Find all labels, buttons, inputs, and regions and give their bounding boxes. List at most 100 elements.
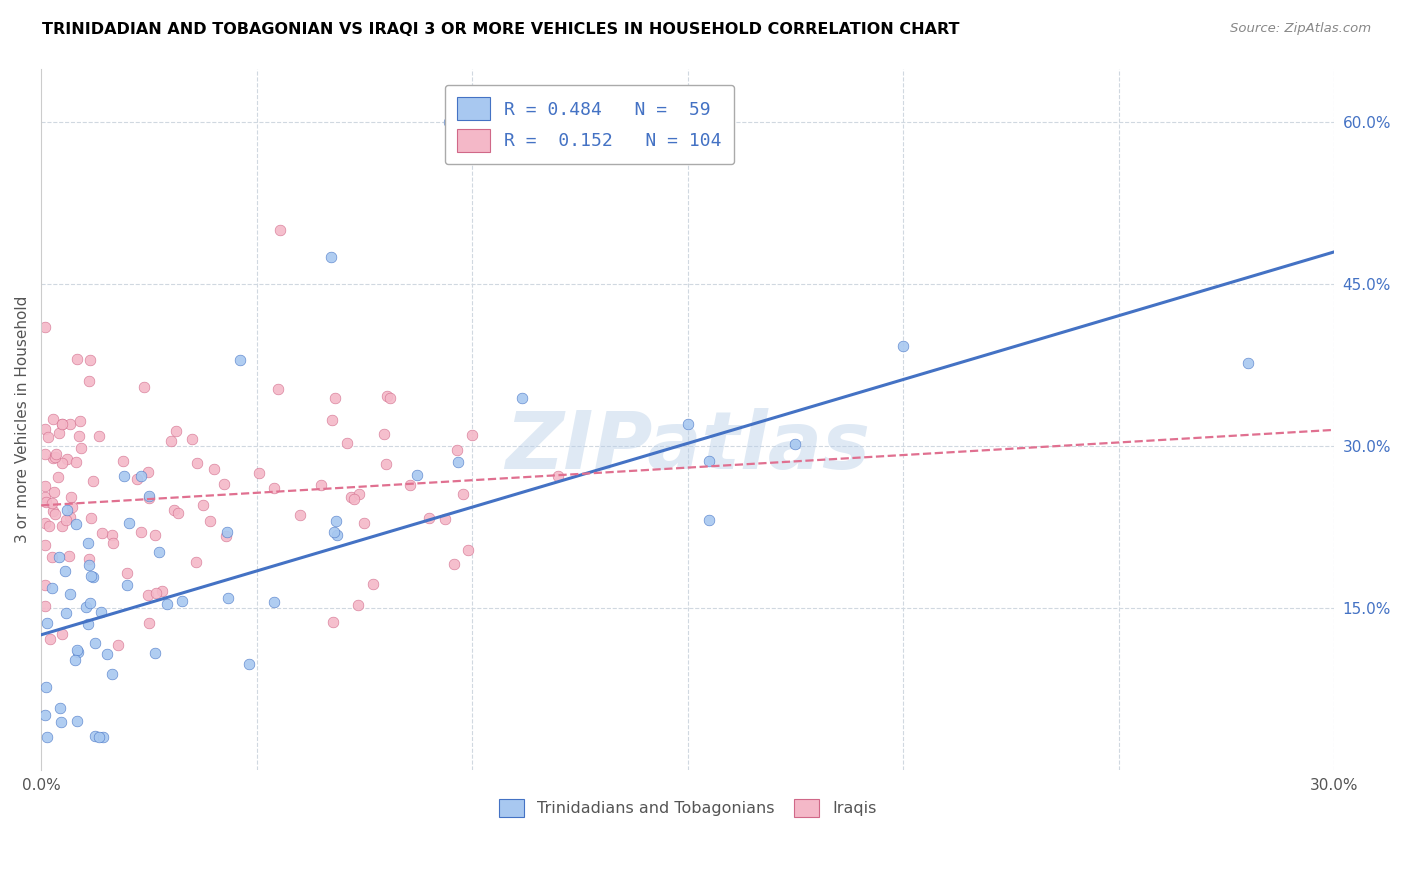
Point bbox=[322, 615, 344, 629]
Point bbox=[59, 417, 82, 431]
Point bbox=[66, 714, 89, 729]
Point bbox=[51, 627, 73, 641]
Point bbox=[34, 538, 56, 552]
Point bbox=[37, 430, 59, 444]
Point bbox=[167, 507, 190, 521]
Point bbox=[156, 598, 179, 612]
Point bbox=[547, 469, 569, 483]
Point bbox=[35, 616, 58, 631]
Point bbox=[323, 525, 346, 540]
Point bbox=[148, 545, 170, 559]
Point bbox=[290, 508, 312, 522]
Point bbox=[82, 475, 104, 489]
Point bbox=[172, 594, 194, 608]
Point bbox=[34, 320, 56, 334]
Point bbox=[238, 657, 260, 672]
Point bbox=[42, 451, 65, 466]
Point bbox=[41, 550, 63, 565]
Point bbox=[91, 731, 114, 745]
Point bbox=[451, 487, 474, 501]
Point bbox=[193, 498, 215, 512]
Point bbox=[35, 495, 58, 509]
Point bbox=[59, 587, 82, 601]
Point bbox=[79, 511, 101, 525]
Point bbox=[325, 514, 347, 528]
Point bbox=[79, 595, 101, 609]
Point bbox=[510, 391, 533, 405]
Point bbox=[77, 374, 100, 388]
Point bbox=[65, 455, 87, 469]
Point bbox=[267, 382, 290, 396]
Point bbox=[457, 543, 479, 558]
Point bbox=[101, 528, 124, 542]
Point bbox=[697, 513, 720, 527]
Point bbox=[66, 351, 89, 366]
Point bbox=[439, 115, 461, 129]
Point bbox=[269, 223, 291, 237]
Point bbox=[59, 510, 82, 524]
Point bbox=[118, 516, 141, 530]
Point bbox=[87, 429, 110, 443]
Point bbox=[101, 667, 124, 681]
Point bbox=[77, 558, 100, 572]
Point bbox=[58, 549, 80, 563]
Point bbox=[34, 447, 56, 461]
Point bbox=[697, 454, 720, 468]
Point bbox=[90, 525, 112, 540]
Point bbox=[112, 454, 135, 468]
Point bbox=[891, 339, 914, 353]
Point bbox=[65, 516, 87, 531]
Point bbox=[34, 490, 56, 504]
Point bbox=[163, 502, 186, 516]
Point bbox=[56, 503, 79, 517]
Point bbox=[84, 636, 107, 650]
Point bbox=[77, 536, 100, 550]
Point bbox=[263, 595, 285, 609]
Point bbox=[82, 570, 104, 584]
Point bbox=[785, 437, 807, 451]
Point bbox=[103, 535, 125, 549]
Point bbox=[87, 731, 110, 745]
Point bbox=[51, 417, 73, 432]
Point bbox=[79, 352, 101, 367]
Point bbox=[186, 555, 208, 569]
Point bbox=[443, 557, 465, 571]
Point bbox=[44, 507, 66, 521]
Point bbox=[446, 443, 468, 458]
Point bbox=[117, 566, 139, 581]
Point bbox=[55, 513, 77, 527]
Point bbox=[202, 462, 225, 476]
Point bbox=[165, 424, 187, 438]
Point bbox=[311, 477, 333, 491]
Point bbox=[51, 417, 73, 431]
Point bbox=[53, 564, 76, 578]
Y-axis label: 3 or more Vehicles in Household: 3 or more Vehicles in Household bbox=[15, 295, 30, 542]
Point bbox=[59, 490, 82, 504]
Point bbox=[340, 490, 363, 504]
Point bbox=[112, 468, 135, 483]
Point bbox=[418, 511, 440, 525]
Point bbox=[217, 525, 239, 540]
Point bbox=[145, 586, 167, 600]
Point bbox=[247, 466, 270, 480]
Point bbox=[398, 478, 420, 492]
Point bbox=[41, 496, 63, 510]
Point bbox=[212, 477, 235, 491]
Point bbox=[34, 422, 56, 436]
Point bbox=[375, 389, 398, 403]
Point bbox=[434, 511, 457, 525]
Point bbox=[46, 469, 69, 483]
Point bbox=[150, 584, 173, 599]
Point bbox=[37, 731, 59, 745]
Point bbox=[405, 467, 427, 482]
Point bbox=[373, 426, 395, 441]
Point bbox=[374, 457, 396, 471]
Point bbox=[55, 606, 77, 620]
Point bbox=[67, 429, 90, 443]
Point bbox=[353, 516, 375, 530]
Point bbox=[125, 472, 148, 486]
Point bbox=[160, 434, 183, 448]
Legend: Trinidadians and Tobagonians, Iraqis: Trinidadians and Tobagonians, Iraqis bbox=[491, 791, 884, 825]
Point bbox=[461, 428, 484, 442]
Point bbox=[76, 617, 98, 632]
